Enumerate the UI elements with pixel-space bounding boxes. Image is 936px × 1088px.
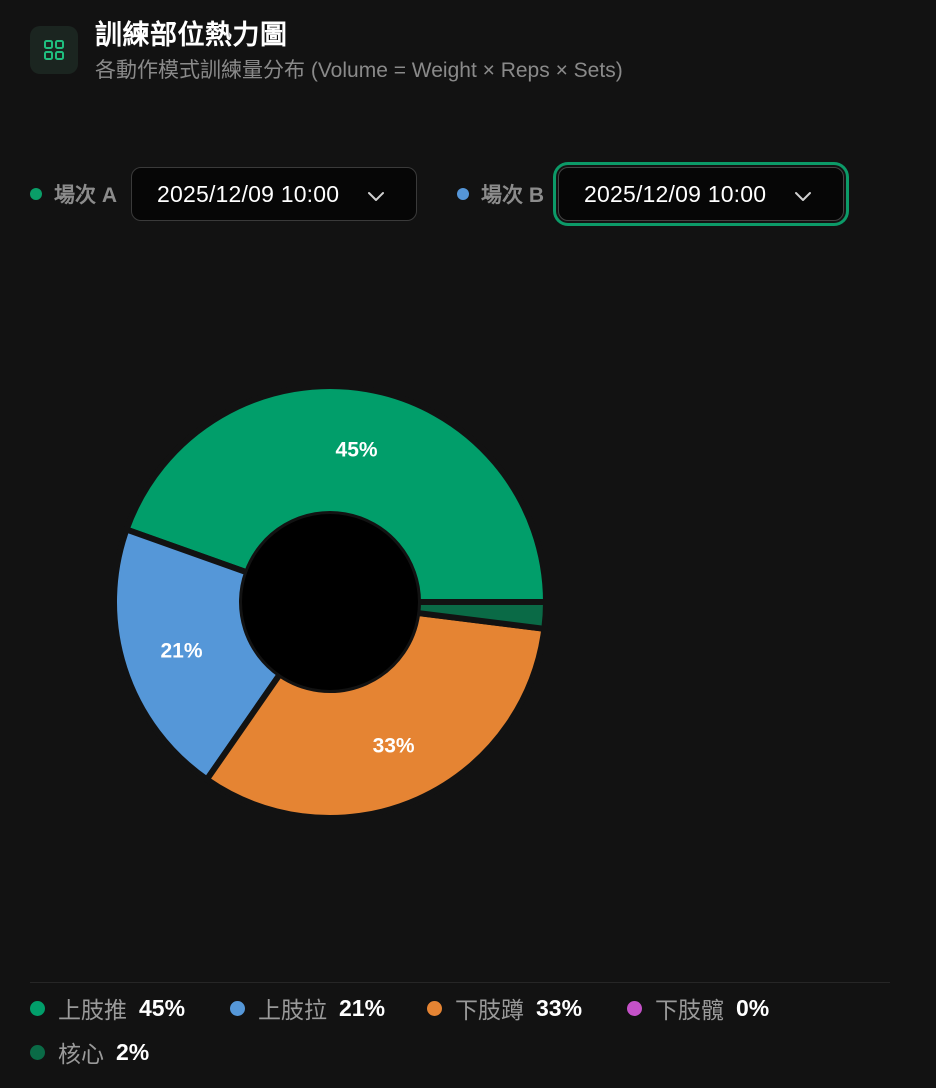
legend-item[interactable]: 核心 2%: [30, 1032, 149, 1072]
legend-value: 0%: [736, 994, 770, 1021]
session-b-select[interactable]: 2025/12/09 10:00: [558, 167, 844, 221]
session-a-dot: [30, 188, 42, 200]
legend-value: 33%: [536, 994, 583, 1021]
session-a-group: 場次 A 2025/12/09 10:00: [30, 166, 417, 222]
page-title: 訓練部位熱力圖: [95, 20, 288, 50]
session-a-select[interactable]: 2025/12/09 10:00: [131, 167, 417, 221]
slice-label-1: 45%: [336, 438, 378, 461]
legend-dot: [230, 1000, 245, 1016]
donut-hole: [242, 514, 418, 690]
session-b-group: 場次 B 2025/12/09 10:00: [457, 166, 844, 222]
legend-label: 核心: [58, 1041, 104, 1067]
legend-item[interactable]: 下肢蹲 33%: [427, 988, 582, 1028]
legend-label: 下肢髖: [655, 997, 724, 1023]
chevron-down-icon: [795, 192, 811, 201]
legend-dot: [427, 1000, 442, 1016]
legend-value: 21%: [339, 994, 386, 1021]
slice-label-2: 21%: [160, 640, 202, 663]
slice-label-3: 33%: [373, 734, 415, 757]
session-a-label: 場次 A: [54, 184, 117, 207]
legend-value: 45%: [139, 994, 186, 1021]
legend-dot: [30, 1000, 45, 1016]
legend-item[interactable]: 上肢推 45%: [30, 988, 185, 1028]
session-b-value: 2025/12/09 10:00: [584, 180, 767, 207]
donut-chart: 45% 21% 33%: [114, 386, 546, 818]
legend-label: 下肢蹲: [455, 997, 524, 1023]
legend-divider: [30, 982, 890, 983]
legend-label: 上肢推: [58, 997, 127, 1023]
legend-value: 2%: [116, 1038, 150, 1065]
legend-dot: [30, 1044, 45, 1060]
legend-item[interactable]: 下肢髖 0%: [627, 988, 769, 1028]
session-b-label: 場次 B: [481, 184, 544, 207]
legend-label: 上肢拉: [258, 997, 327, 1023]
session-a-value: 2025/12/09 10:00: [157, 180, 340, 207]
grid-icon: [30, 26, 78, 74]
session-b-dot: [457, 188, 469, 200]
page-subtitle: 各動作模式訓練量分布 (Volume = Weight × Reps × Set…: [95, 59, 623, 82]
chart-header: 訓練部位熱力圖 各動作模式訓練量分布 (Volume = Weight × Re…: [30, 18, 623, 86]
legend-item[interactable]: 上肢拉 21%: [230, 988, 385, 1028]
chevron-down-icon: [368, 192, 384, 201]
legend-dot: [627, 1000, 642, 1016]
